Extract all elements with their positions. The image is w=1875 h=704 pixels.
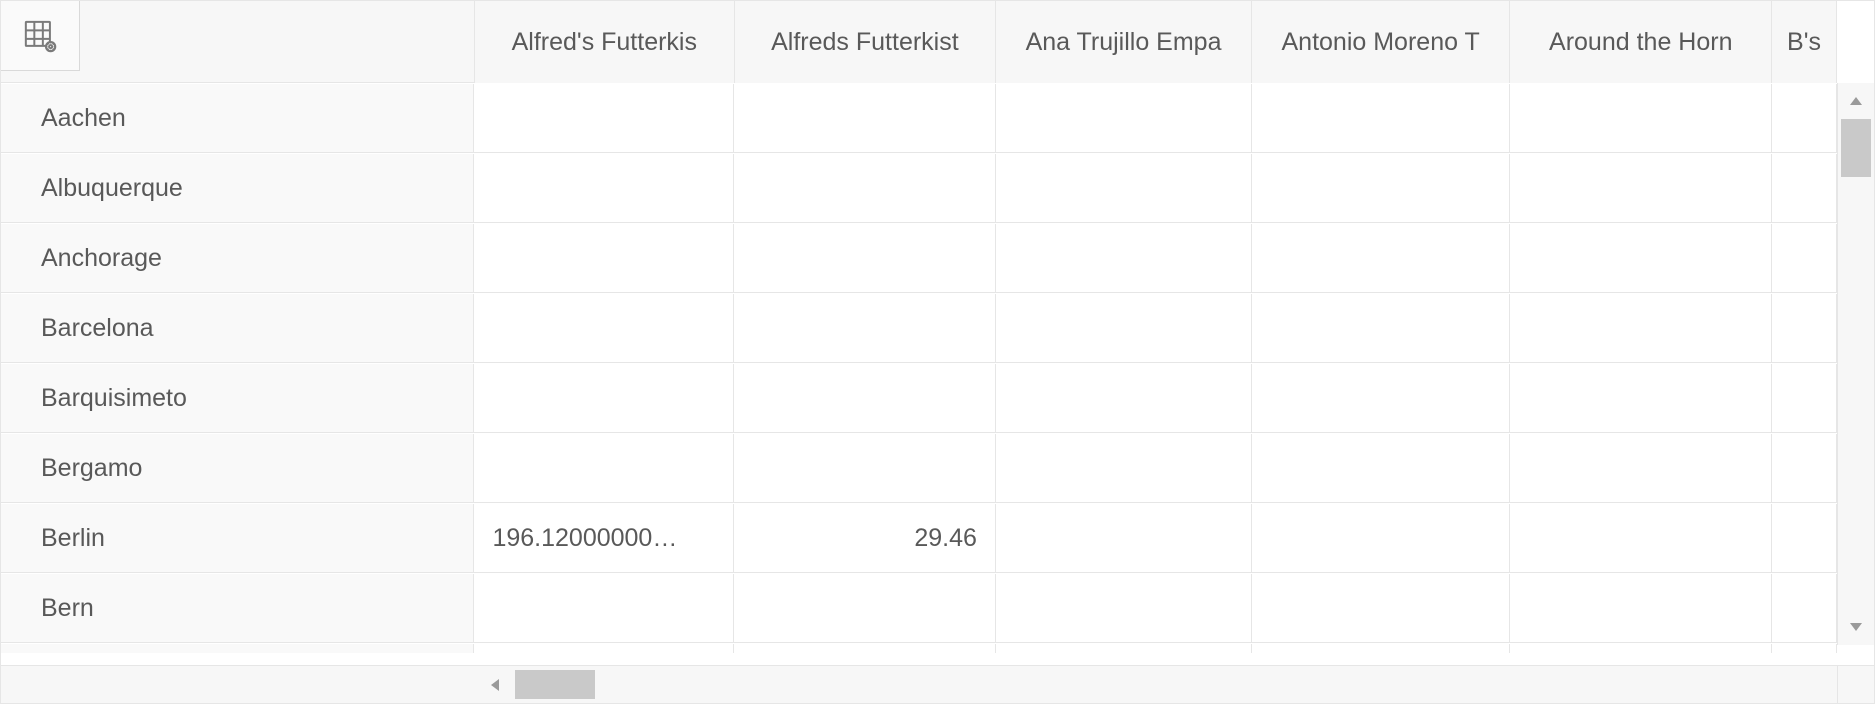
table-row: Aachen [1,83,1837,153]
data-cell[interactable] [1510,224,1772,292]
data-cell[interactable] [474,294,734,362]
column-header[interactable]: B's [1772,1,1837,83]
data-cell[interactable] [1772,364,1837,432]
column-header[interactable]: Around the Horn [1510,1,1772,83]
data-cell[interactable] [1510,574,1772,642]
data-cell[interactable] [474,364,734,432]
data-cell[interactable] [474,154,734,222]
data-cell[interactable]: 196.12000000… [474,504,734,572]
data-cell[interactable] [734,154,996,222]
row-header[interactable] [1,644,474,653]
data-cell[interactable] [996,644,1252,653]
grid-gear-icon [23,19,57,53]
table-row: Anchorage [1,223,1837,293]
row-header[interactable]: Barquisimeto [1,364,474,432]
data-cell[interactable] [1772,434,1837,502]
vertical-scrollbar[interactable] [1837,83,1874,645]
data-cell[interactable]: 29.46 [734,504,996,572]
pivot-body: AachenAlbuquerqueAnchorageBarcelonaBarqu… [1,83,1837,665]
data-cell[interactable] [996,294,1252,362]
data-cell[interactable] [996,154,1252,222]
data-cell[interactable] [734,434,996,502]
data-cell[interactable] [734,364,996,432]
data-cell[interactable] [1252,154,1511,222]
data-cell[interactable] [1252,644,1511,653]
data-cell[interactable] [1772,574,1837,642]
data-cell[interactable] [1252,434,1511,502]
data-cell[interactable] [1252,574,1511,642]
table-row: Bern [1,573,1837,643]
chevron-down-icon [1848,621,1864,633]
data-cell[interactable] [1772,294,1837,362]
table-row: Berlin196.12000000…29.46 [1,503,1837,573]
table-row: Barcelona [1,293,1837,363]
data-cell[interactable] [1510,504,1772,572]
horizontal-scroll-thumb[interactable] [515,670,595,699]
data-cell[interactable] [1510,434,1772,502]
data-cell[interactable] [1510,154,1772,222]
data-cell[interactable] [1252,504,1511,572]
scroll-down-button[interactable] [1838,609,1874,645]
table-row: Barquisimeto [1,363,1837,433]
data-cell[interactable] [1510,84,1772,152]
column-header[interactable]: Alfreds Futterkist [735,1,997,83]
data-cell[interactable] [734,224,996,292]
data-cell[interactable] [1772,224,1837,292]
data-cell[interactable] [734,294,996,362]
data-cell[interactable] [1510,294,1772,362]
row-header[interactable]: Bergamo [1,434,474,502]
horizontal-scrollbar[interactable] [475,665,1874,703]
data-cell[interactable] [474,574,734,642]
data-cell[interactable] [996,434,1252,502]
data-cell[interactable] [1252,84,1511,152]
scroll-up-button[interactable] [1838,83,1874,119]
table-row: Albuquerque [1,153,1837,223]
scroll-corner [1837,665,1874,703]
column-header[interactable]: Alfred's Futterkis [475,1,735,83]
field-chooser-button[interactable] [1,1,80,71]
data-cell[interactable] [474,84,734,152]
chevron-left-icon [489,677,501,693]
data-cell[interactable] [1510,364,1772,432]
data-cell[interactable] [1252,364,1511,432]
data-cell[interactable] [474,644,734,653]
data-cell[interactable] [1252,224,1511,292]
data-cell[interactable] [1772,84,1837,152]
column-header[interactable]: Antonio Moreno T [1252,1,1511,83]
data-cell[interactable] [996,84,1252,152]
table-row: Bergamo [1,433,1837,503]
data-cell[interactable] [1252,294,1511,362]
data-cell[interactable] [1510,644,1772,653]
data-cell[interactable] [1772,644,1837,653]
row-header[interactable]: Berlin [1,504,474,572]
data-cell[interactable] [734,84,996,152]
data-cell[interactable] [996,504,1252,572]
row-header[interactable]: Anchorage [1,224,474,292]
data-cell[interactable] [996,364,1252,432]
horizontal-scroll-track[interactable] [515,666,1834,703]
data-cell[interactable] [996,224,1252,292]
data-cell[interactable] [1772,154,1837,222]
column-headers-row: Alfred's FutterkisAlfreds FutterkistAna … [475,1,1837,83]
vertical-scroll-thumb[interactable] [1841,119,1871,177]
pivot-corner-area [1,1,475,83]
data-cell[interactable] [734,574,996,642]
hscroll-filler [1,665,475,703]
scroll-left-button[interactable] [475,666,515,703]
data-cell[interactable] [1772,504,1837,572]
column-header[interactable]: Ana Trujillo Empa [996,1,1252,83]
row-header[interactable]: Barcelona [1,294,474,362]
chevron-up-icon [1848,95,1864,107]
row-header[interactable]: Bern [1,574,474,642]
data-cell[interactable] [996,574,1252,642]
row-header[interactable]: Aachen [1,84,474,152]
data-cell[interactable] [474,434,734,502]
row-header[interactable]: Albuquerque [1,154,474,222]
data-cell[interactable] [734,644,996,653]
pivot-table: Alfred's FutterkisAlfreds FutterkistAna … [0,0,1875,704]
vertical-scroll-track[interactable] [1838,119,1874,609]
table-row [1,643,1837,653]
data-cell[interactable] [474,224,734,292]
